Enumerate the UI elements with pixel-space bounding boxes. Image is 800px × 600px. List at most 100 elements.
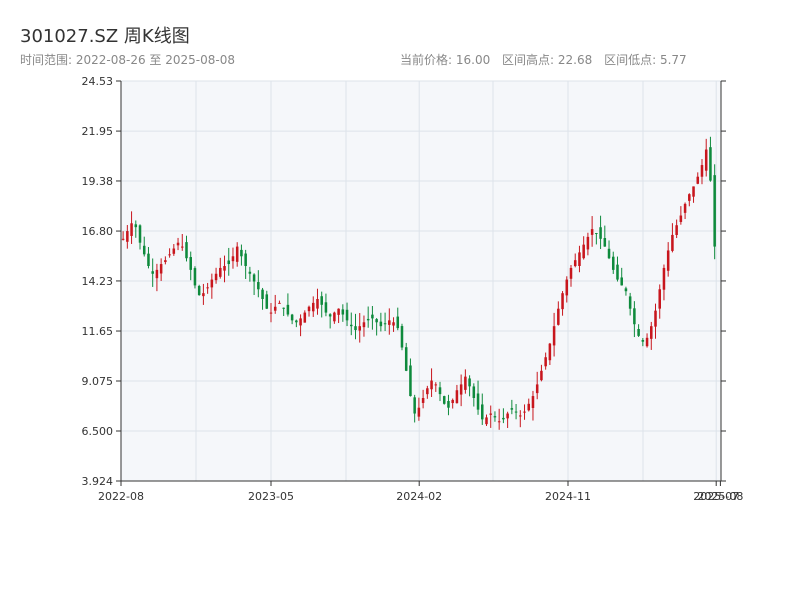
candle (557, 301, 560, 326)
candle-body (172, 248, 176, 254)
candle (265, 290, 269, 310)
candle-body (633, 308, 636, 325)
candle-body (126, 231, 129, 242)
candle-body (350, 324, 353, 327)
candle (299, 314, 302, 337)
candle (658, 284, 661, 319)
candle (603, 225, 607, 247)
candle-body (265, 294, 269, 309)
candle (595, 232, 598, 245)
candle (307, 305, 311, 317)
candle (426, 385, 429, 399)
candle-body (366, 318, 370, 321)
candle (459, 374, 463, 407)
candle (607, 240, 611, 260)
candle (354, 313, 357, 340)
candle-body (476, 393, 480, 410)
candle (464, 369, 467, 394)
candle (654, 303, 657, 339)
candle-body (658, 289, 661, 309)
candle-body (341, 309, 345, 315)
candle-body (214, 273, 218, 281)
candle (176, 237, 180, 251)
candle (696, 172, 700, 185)
candle-body (345, 309, 349, 321)
candle (531, 390, 535, 421)
candle (172, 244, 176, 256)
candle (320, 291, 323, 318)
grid (121, 80, 721, 482)
candle-body (616, 264, 619, 280)
candle (164, 256, 167, 265)
candle (404, 342, 408, 372)
candle-body (527, 403, 531, 411)
candle-body (599, 227, 602, 239)
candle-body (324, 302, 328, 313)
candle-body (442, 396, 446, 404)
y-tick-label: 3.924 (82, 475, 114, 488)
candle-body (510, 408, 514, 410)
candle (628, 292, 632, 316)
candle-body (578, 252, 581, 266)
candle (240, 244, 243, 266)
candle (540, 364, 543, 382)
candle-body (459, 384, 463, 395)
candle-body (392, 322, 395, 326)
candle-body (654, 310, 657, 327)
candle-body (586, 236, 590, 250)
candle (650, 321, 653, 350)
candle (379, 312, 383, 332)
candle-body (713, 175, 716, 247)
candle (273, 294, 277, 314)
candle-body (185, 242, 188, 259)
candle (231, 247, 235, 269)
candle (295, 319, 298, 328)
candle (468, 375, 471, 397)
candle-body (138, 225, 142, 243)
candle (633, 301, 636, 338)
candle (624, 286, 628, 296)
candle (392, 317, 395, 332)
candle-body (582, 244, 585, 259)
candle (366, 306, 370, 328)
candle (358, 313, 361, 343)
candle (168, 248, 171, 258)
candle (611, 251, 615, 274)
candle-body (641, 340, 645, 342)
candle (481, 393, 484, 425)
candle (510, 399, 514, 415)
candle (257, 270, 260, 298)
candle-body (671, 234, 674, 251)
candle-body (130, 223, 133, 236)
candle-body (421, 397, 425, 403)
candle (290, 313, 294, 325)
candle-body (637, 329, 640, 336)
candle-body (333, 312, 336, 322)
y-tick-label: 9.075 (82, 375, 114, 388)
candle-body (620, 277, 623, 286)
candle-body (666, 250, 670, 271)
candle (586, 232, 590, 256)
candle (641, 338, 645, 347)
candle (337, 308, 340, 324)
y-tick-label: 19.38 (82, 175, 114, 188)
candle (565, 276, 569, 303)
candle-body (197, 285, 201, 296)
candle (569, 265, 573, 287)
candle-body (675, 225, 678, 235)
candle (303, 310, 307, 323)
x-tick-label: 2023-05 (248, 490, 294, 503)
candle-body (455, 390, 459, 404)
candle-body (468, 378, 471, 387)
candle (328, 313, 332, 329)
price-summary: 当前价格: 16.00 区间高点: 22.68 区间低点: 5.77 (400, 51, 695, 68)
candle-body (531, 396, 535, 408)
candle-body (506, 413, 509, 419)
candle (138, 224, 142, 250)
candle-body (434, 384, 438, 386)
candle (692, 186, 695, 203)
x-tick-label: 2024-02 (396, 490, 442, 503)
candle (637, 324, 640, 337)
candle-body (155, 269, 159, 279)
candle (324, 293, 328, 317)
